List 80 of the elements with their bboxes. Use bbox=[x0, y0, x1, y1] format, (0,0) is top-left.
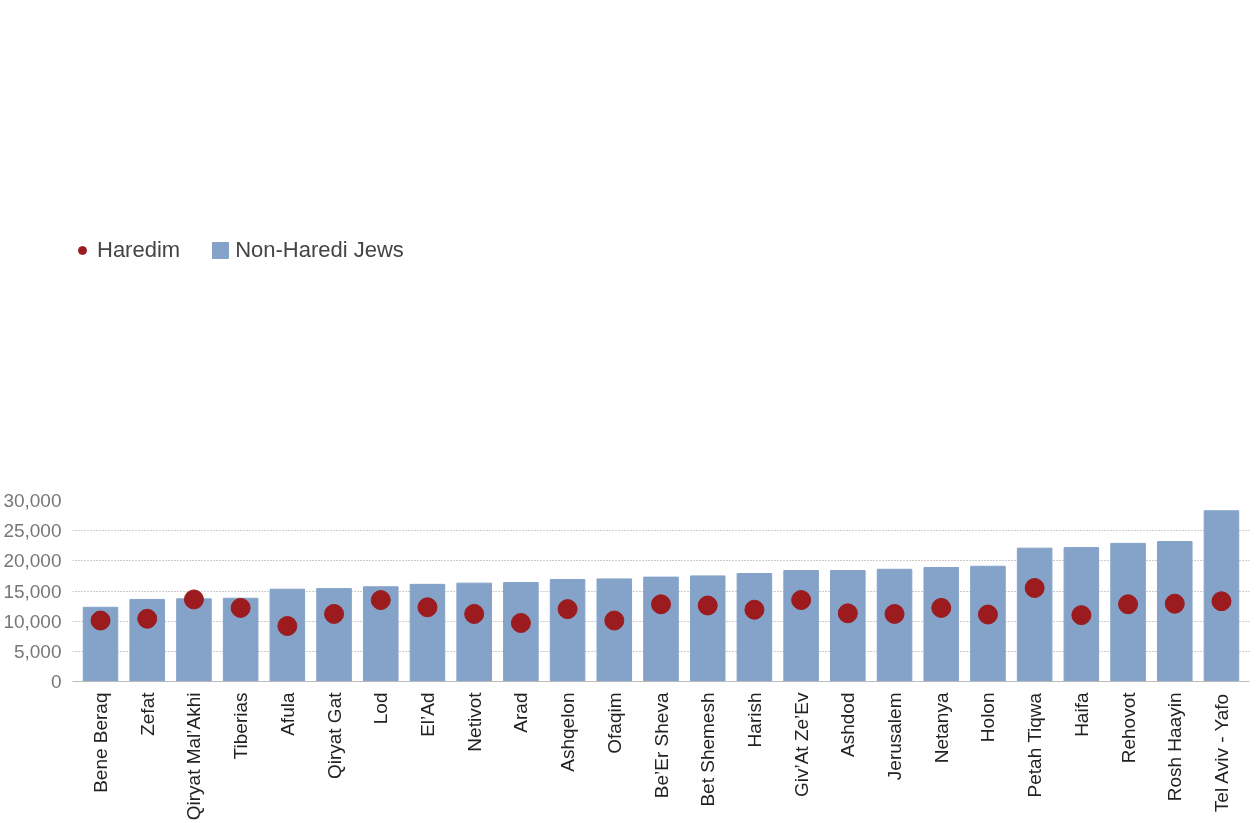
x-tick-label: El’Ad bbox=[416, 692, 438, 737]
point bbox=[137, 608, 158, 629]
point bbox=[230, 597, 251, 618]
legend-label: Non-Haredi Jews bbox=[235, 237, 404, 263]
x-tick-label: Tel Aviv - Yafo bbox=[1210, 693, 1232, 813]
x-tick-label: Afula bbox=[276, 692, 298, 736]
y-tick-label: 5,000 bbox=[13, 640, 62, 662]
point bbox=[324, 603, 345, 624]
bar bbox=[176, 598, 212, 682]
bar bbox=[643, 576, 679, 682]
point bbox=[884, 603, 905, 624]
x-tick-label: Harish bbox=[743, 692, 765, 748]
point bbox=[697, 595, 718, 616]
bar bbox=[1063, 547, 1100, 682]
x-tick-label: Bet Shemesh bbox=[697, 692, 719, 807]
x-tick-label: Giv’At Ze’Ev bbox=[790, 692, 812, 798]
point bbox=[744, 599, 765, 620]
point bbox=[791, 590, 812, 611]
point bbox=[1164, 593, 1185, 614]
bar bbox=[1156, 541, 1193, 682]
bar bbox=[876, 568, 913, 682]
x-tick-label: Haifa bbox=[1070, 692, 1092, 737]
point bbox=[1211, 591, 1232, 612]
y-tick-label: 30,000 bbox=[3, 490, 62, 511]
x-tick-label: Ashdod bbox=[837, 692, 859, 757]
point bbox=[557, 599, 578, 620]
x-tick-label: Bene Beraq bbox=[90, 692, 112, 793]
bar bbox=[1203, 510, 1240, 682]
x-tick-label: Be’Er Sheva bbox=[650, 692, 672, 799]
bar bbox=[689, 575, 726, 682]
point bbox=[977, 604, 998, 625]
point bbox=[90, 610, 111, 631]
bar bbox=[736, 573, 773, 682]
y-tick-label: 20,000 bbox=[3, 550, 62, 572]
bar bbox=[923, 566, 960, 682]
x-tick-label: Lod bbox=[370, 692, 392, 725]
x-tick-label: Ofaqim bbox=[603, 692, 625, 754]
bar bbox=[970, 565, 1006, 682]
x-tick-label: Netanya bbox=[930, 692, 952, 764]
x-tick-label: Ashqelon bbox=[557, 692, 579, 772]
x-tick-label: Arad bbox=[510, 692, 532, 733]
point bbox=[604, 610, 625, 631]
point bbox=[931, 597, 952, 618]
point bbox=[837, 603, 858, 624]
bar bbox=[409, 583, 446, 682]
x-tick-label: Rehovot bbox=[1117, 691, 1139, 764]
point bbox=[1071, 605, 1092, 626]
x-tick-label: Zefat bbox=[136, 691, 158, 736]
point bbox=[510, 613, 531, 633]
x-tick-label: Holon bbox=[977, 692, 999, 743]
x-tick-label: Qiryat Gat bbox=[323, 691, 345, 780]
point bbox=[183, 589, 204, 610]
x-tick-label: Tiberias bbox=[230, 692, 252, 760]
point bbox=[277, 616, 298, 636]
x-tick-label: Petah Tiqwa bbox=[1024, 692, 1046, 798]
legend-label: Haredim bbox=[97, 237, 181, 263]
bar bbox=[1016, 547, 1053, 682]
point bbox=[464, 603, 485, 624]
bar bbox=[830, 569, 866, 682]
x-tick-label: Netivot bbox=[463, 691, 485, 752]
x-tick-label: Qiryat Mal’Akhi bbox=[183, 692, 205, 821]
y-tick-label: 25,000 bbox=[3, 520, 62, 542]
bar bbox=[269, 588, 306, 682]
point bbox=[417, 597, 438, 618]
y-tick-label: 15,000 bbox=[3, 580, 62, 602]
bar bbox=[549, 579, 586, 682]
point bbox=[651, 594, 671, 615]
bar bbox=[783, 569, 819, 682]
bar bbox=[456, 582, 492, 682]
bar bbox=[503, 582, 539, 682]
bar bbox=[1110, 542, 1146, 682]
y-tick-label: 10,000 bbox=[3, 610, 62, 632]
y-tick-label: 0 bbox=[50, 671, 62, 692]
x-tick-label: Jerusalem bbox=[884, 692, 906, 781]
point bbox=[1024, 578, 1045, 598]
point bbox=[370, 590, 391, 611]
bar bbox=[596, 578, 633, 682]
bar bbox=[362, 586, 399, 682]
point bbox=[1118, 594, 1139, 615]
x-tick-label: Rosh Haayin bbox=[1164, 692, 1186, 802]
